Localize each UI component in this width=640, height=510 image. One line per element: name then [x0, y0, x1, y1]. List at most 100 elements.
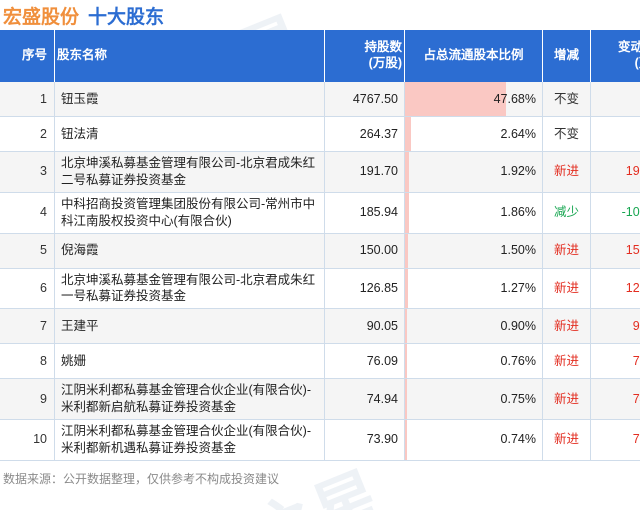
cell-holder-name: 北京坤溪私募基金管理有限公司-北京君成朱红一号私募证券投资基金 [54, 268, 325, 310]
cell-index: 10 [0, 419, 55, 461]
cell-change-tag: 新进 [542, 268, 591, 310]
cell-shares: 73.90 [324, 419, 405, 461]
cell-holder-name: 江阴米利都私募基金管理合伙企业(有限合伙)-米利都新启航私募证券投资基金 [54, 378, 325, 420]
percent-value: 1.27% [500, 280, 536, 295]
col-header-change: 增减 [542, 30, 591, 82]
percent-cell-wrapper: 2.64% [405, 117, 542, 151]
percent-cell-wrapper: 47.68% [405, 82, 542, 116]
cell-percent: 0.90% [404, 308, 543, 345]
percent-bar [405, 117, 411, 151]
cell-holder-name: 倪海霞 [54, 233, 325, 269]
col-header-shares: 持股数 (万股) [324, 30, 405, 82]
cell-index: 4 [0, 192, 55, 234]
percent-cell-wrapper: 1.86% [405, 192, 542, 233]
table-header: 序号 股东名称 持股数(万股) 占总流通股本比例 增减 变动股数(万股) [0, 30, 640, 82]
percent-value: 1.86% [500, 205, 536, 220]
table-row: 10 江阴米利都私募基金管理合伙企业(有限合伙)-米利都新机遇私募证券投资基金 73… [0, 419, 640, 461]
cell-shares: 150.00 [324, 233, 405, 269]
cell-change-tag: 新进 [542, 378, 591, 420]
percent-bar [405, 344, 408, 379]
percent-value: 2.64% [500, 126, 536, 141]
percent-value: 0.75% [500, 391, 536, 406]
cell-holder-name: 江阴米利都私募基金管理合伙企业(有限合伙)-米利都新机遇私募证券投资基金 [54, 419, 325, 461]
cell-shares: 185.94 [324, 192, 405, 234]
page-title: 宏盛股份 十大股东 [0, 0, 640, 30]
cell-index: 7 [0, 308, 55, 345]
percent-cell-wrapper: 0.90% [405, 309, 542, 344]
cell-percent: 0.75% [404, 378, 543, 420]
cell-shares: 264.37 [324, 116, 405, 152]
percent-cell-wrapper: 1.27% [405, 268, 542, 309]
cell-percent: 1.92% [404, 151, 543, 193]
cell-holder-name: 钮玉霞 [54, 82, 325, 117]
percent-value: 0.90% [500, 318, 536, 333]
table-row: 9 江阴米利都私募基金管理合伙企业(有限合伙)-米利都新启航私募证券投资基金 74.… [0, 378, 640, 420]
table-row: 3 北京坤溪私募基金管理有限公司-北京君成朱红二号私募证券投资基金 191.70 1.… [0, 151, 640, 193]
cell-change-shares: 76.09 [590, 343, 640, 380]
percent-value: 47.68% [493, 91, 536, 106]
cell-change-shares: 126.85 [590, 268, 640, 310]
cell-index: 6 [0, 268, 55, 310]
cell-change-tag: 不变 [542, 82, 591, 117]
cell-shares: 191.70 [324, 151, 405, 193]
cell-change-tag: 减少 [542, 192, 591, 234]
percent-value: 0.76% [500, 353, 536, 368]
cell-change-shares: 0.00 [590, 116, 640, 152]
cell-change-tag: 新进 [542, 151, 591, 193]
cell-change-tag: 新进 [542, 233, 591, 269]
col-header-index: 序号 [0, 30, 55, 82]
cell-holder-name: 王建平 [54, 308, 325, 345]
cell-index: 9 [0, 378, 55, 420]
percent-bar [405, 233, 409, 268]
cell-index: 1 [0, 82, 55, 117]
cell-index: 5 [0, 233, 55, 269]
cell-holder-name: 中科招商投资管理集团股份有限公司-常州市中科江南股权投资中心(有限合伙) [54, 192, 325, 234]
percent-cell-wrapper: 1.92% [405, 152, 542, 192]
report-subtitle-label: 十大股东 [88, 6, 165, 28]
cell-index: 8 [0, 343, 55, 380]
cell-index: 3 [0, 151, 55, 193]
percent-value: 0.74% [500, 432, 536, 447]
percent-cell-wrapper: 1.50% [405, 233, 542, 268]
cell-holder-name: 姚姗 [54, 343, 325, 380]
table-header-row: 序号 股东名称 持股数(万股) 占总流通股本比例 增减 变动股数(万股) [0, 30, 640, 82]
cell-shares: 76.09 [324, 343, 405, 380]
cell-shares: 74.94 [324, 378, 405, 420]
percent-bar [405, 268, 408, 309]
top-holders-table: 序号 股东名称 持股数(万股) 占总流通股本比例 增减 变动股数(万股) 1钮玉… [0, 30, 640, 461]
cell-change-shares: 90.05 [590, 308, 640, 345]
cell-percent: 0.74% [404, 419, 543, 461]
col-header-holder: 股东名称 [54, 30, 325, 82]
cell-percent: 0.76% [404, 343, 543, 380]
cell-change-shares: 74.94 [590, 378, 640, 420]
percent-cell-wrapper: 0.76% [405, 344, 542, 379]
cell-holder-name: 北京坤溪私募基金管理有限公司-北京君成朱红二号私募证券投资基金 [54, 151, 325, 193]
cell-shares: 4767.50 [324, 82, 405, 117]
table-row: 4 中科招商投资管理集团股份有限公司-常州市中科江南股权投资中心(有限合伙) 185… [0, 192, 640, 234]
cell-change-shares: 0.00 [590, 82, 640, 117]
cell-change-tag: 不变 [542, 116, 591, 152]
cell-percent: 1.50% [404, 233, 543, 269]
percent-bar [405, 152, 410, 192]
percent-bar [405, 309, 408, 344]
cell-percent: 47.68% [404, 82, 543, 117]
table-row: 6 北京坤溪私募基金管理有限公司-北京君成朱红一号私募证券投资基金 126.85 1.… [0, 268, 640, 310]
cell-shares: 126.85 [324, 268, 405, 310]
stock-name-label: 宏盛股份 [3, 6, 80, 28]
percent-value: 1.50% [500, 243, 536, 258]
cell-index: 2 [0, 116, 55, 152]
percent-value: 1.92% [500, 164, 536, 179]
cell-change-tag: 新进 [542, 308, 591, 345]
cell-change-tag: 新进 [542, 419, 591, 461]
cell-change-shares: -100.00 [590, 192, 640, 234]
percent-bar [405, 82, 506, 116]
percent-bar [405, 192, 409, 233]
cell-percent: 1.86% [404, 192, 543, 234]
cell-holder-name: 钮法清 [54, 116, 325, 152]
